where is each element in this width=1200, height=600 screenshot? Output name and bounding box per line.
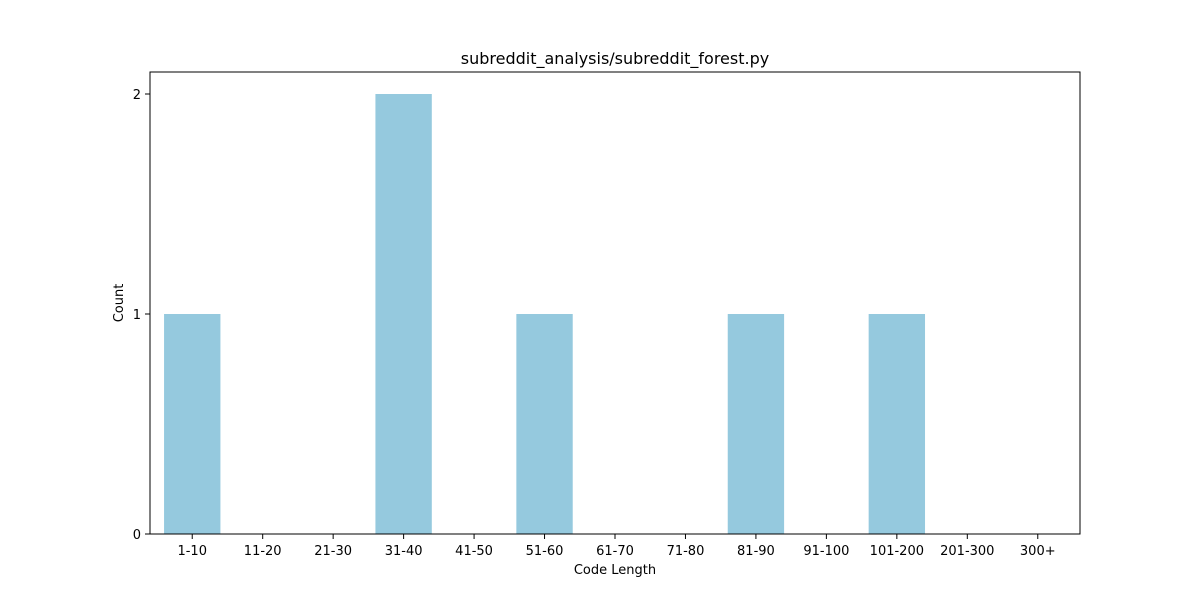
x-tick-label: 300+ xyxy=(1020,544,1056,559)
x-tick-label: 61-70 xyxy=(596,544,634,559)
x-tick-label: 71-80 xyxy=(667,544,705,559)
x-axis-label: Code Length xyxy=(574,563,656,578)
x-tick-label: 21-30 xyxy=(314,544,352,559)
bar-51-60 xyxy=(516,314,573,534)
bar-101-200 xyxy=(868,314,926,534)
bar-1-10 xyxy=(164,314,221,534)
y-tick-label: 0 xyxy=(133,528,141,543)
x-tick-label: 91-100 xyxy=(803,544,849,559)
bar-81-90 xyxy=(727,314,785,534)
x-tick-label: 11-20 xyxy=(244,544,282,559)
y-axis-ticks: 0 1 2 xyxy=(133,88,150,543)
x-tick-label: 201-300 xyxy=(940,544,994,559)
x-tick-label: 101-200 xyxy=(870,544,924,559)
y-tick-label: 2 xyxy=(133,88,141,103)
bars-group xyxy=(164,94,926,534)
x-tick-label: 81-90 xyxy=(737,544,775,559)
plot-frame xyxy=(149,71,1081,535)
y-axis-label: Count xyxy=(112,284,127,323)
x-tick-label: 1-10 xyxy=(177,544,207,559)
chart-title: subreddit_analysis/subreddit_forest.py xyxy=(461,49,769,69)
x-tick-label: 51-60 xyxy=(526,544,564,559)
bar-31-40 xyxy=(375,94,432,534)
x-axis-ticks: 1-10 11-20 21-30 31-40 41-50 51-60 61-70 71-80 8… xyxy=(177,534,1056,559)
x-tick-label: 41-50 xyxy=(455,544,493,559)
y-tick-label: 1 xyxy=(133,308,141,323)
x-tick-label: 31-40 xyxy=(385,544,423,559)
